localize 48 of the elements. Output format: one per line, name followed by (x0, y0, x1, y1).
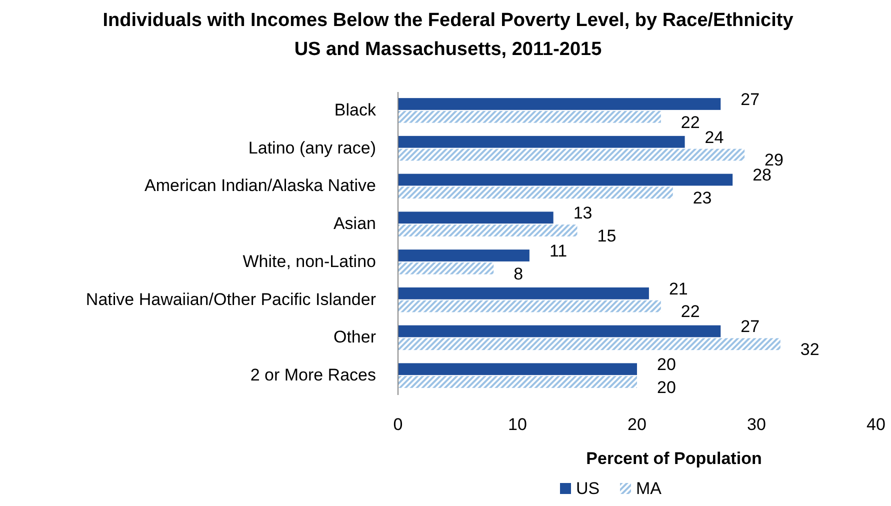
x-tick-label: 0 (393, 415, 403, 434)
bar (398, 174, 733, 186)
y-tick-label: Black (334, 100, 376, 120)
bar (398, 110, 661, 123)
data-label: 8 (514, 264, 524, 284)
bar (398, 287, 649, 300)
bar (398, 212, 554, 224)
chart-title: Individuals with Incomes Below the Federal Poverty Level, by Race/Ethnicity (102, 10, 794, 31)
y-tick-label: American Indian/Alaska Native (144, 176, 376, 196)
data-label: 22 (680, 112, 700, 132)
bar (398, 363, 637, 376)
legend-label: US (576, 479, 600, 498)
data-label: 23 (692, 188, 712, 208)
y-tick-label: Asian (333, 214, 376, 234)
chart-subtitle: US and Massachusetts, 2011-2015 (294, 39, 602, 60)
y-tick-label: Other (333, 328, 376, 347)
data-label: 27 (740, 317, 760, 336)
bar (398, 224, 578, 236)
data-label: 20 (657, 355, 676, 374)
data-label: 21 (668, 279, 688, 298)
bar (398, 186, 673, 199)
bar (398, 250, 530, 262)
x-tick-label: 30 (747, 415, 766, 434)
y-tick-label: 2 or More Races (250, 366, 376, 385)
bar (398, 325, 721, 338)
data-label: 13 (573, 204, 592, 223)
x-tick-label: 20 (628, 415, 646, 434)
y-tick-label: Native Hawaiian/Other Pacific Islander (86, 290, 376, 309)
bar (398, 300, 661, 312)
data-label: 22 (680, 302, 700, 322)
data-label: 32 (800, 340, 820, 360)
y-tick-label: White, non-Latino (242, 252, 376, 271)
bar (398, 262, 494, 274)
data-label: 27 (740, 90, 760, 109)
bar (398, 148, 745, 161)
bar (398, 376, 637, 388)
x-axis-title: Percent of Population (586, 449, 762, 468)
x-tick-label: 40 (866, 415, 886, 434)
data-label: 15 (597, 226, 616, 246)
y-tick-label: Latino (any race) (248, 138, 376, 158)
x-tick-label: 10 (508, 415, 527, 434)
data-label: 24 (704, 128, 724, 147)
data-label: 20 (657, 378, 676, 397)
bar (398, 136, 685, 148)
bar (398, 338, 780, 350)
data-label: 11 (549, 241, 568, 260)
legend-label: MA (636, 479, 662, 498)
bar (398, 98, 721, 110)
